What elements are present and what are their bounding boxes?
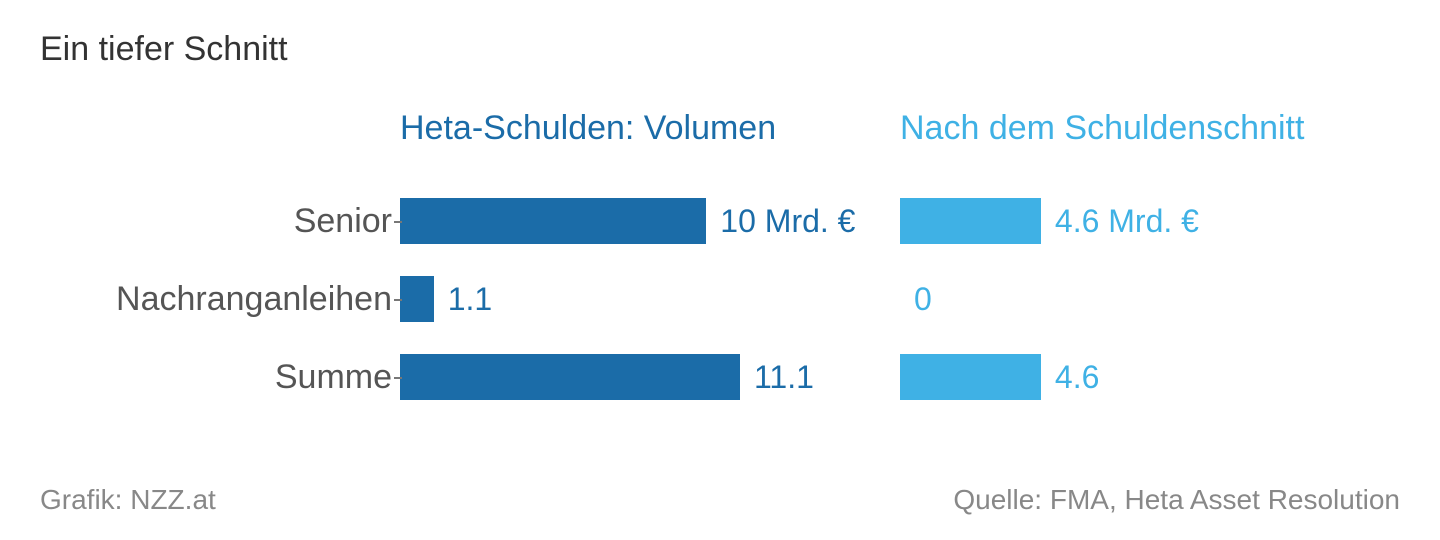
- value-1-0: 1.1: [448, 281, 492, 318]
- header-spacer: [40, 109, 400, 148]
- row-2: Summe 11.1 4.6: [40, 352, 1400, 402]
- chart-footer: Grafik: NZZ.at Quelle: FMA, Heta Asset R…: [40, 484, 1400, 516]
- bar-2-1: [900, 354, 1041, 400]
- series-header-0-text: Heta-Schulden: Volumen: [400, 109, 776, 147]
- bar-cell-1-1: 0: [900, 281, 1400, 318]
- footer-right: Quelle: FMA, Heta Asset Resolution: [953, 484, 1400, 516]
- footer-left: Grafik: NZZ.at: [40, 484, 216, 516]
- bar-cell-2-0: 11.1: [400, 354, 900, 400]
- bar-cell-2-1: 4.6: [900, 354, 1400, 400]
- bar-0-1: [900, 198, 1041, 244]
- value-0-0: 10 Mrd. €: [720, 203, 855, 240]
- row-0: Senior 10 Mrd. € 4.6 Mrd. €: [40, 196, 1400, 246]
- bar-cell-1-0: 1.1: [400, 276, 900, 322]
- row-label-0: Senior: [40, 202, 400, 241]
- chart-title: Ein tiefer Schnitt: [40, 30, 1400, 69]
- series-header-1: Nach dem Schuldenschnitt: [900, 109, 1400, 148]
- value-2-0: 11.1: [754, 359, 814, 396]
- value-0-1: 4.6 Mrd. €: [1055, 203, 1199, 240]
- chart-rows: Senior 10 Mrd. € 4.6 Mrd. € Nachranganleihe…: [40, 196, 1400, 402]
- series-header-0: Heta-Schulden: Volumen: [400, 109, 900, 148]
- row-label-1: Nachranganleihen: [40, 280, 400, 319]
- row-label-2: Summe: [40, 358, 400, 397]
- bar-cell-0-0: 10 Mrd. €: [400, 198, 900, 244]
- bar-0-0: [400, 198, 706, 244]
- bar-cell-0-1: 4.6 Mrd. €: [900, 198, 1400, 244]
- value-2-1: 4.6: [1055, 359, 1099, 396]
- series-headers: Heta-Schulden: Volumen Nach dem Schulden…: [40, 109, 1400, 148]
- bar-2-0: [400, 354, 740, 400]
- value-1-1: 0: [914, 281, 932, 318]
- bar-1-0: [400, 276, 434, 322]
- row-1: Nachranganleihen 1.1 0: [40, 274, 1400, 324]
- series-header-1-text: Nach dem Schuldenschnitt: [900, 109, 1304, 147]
